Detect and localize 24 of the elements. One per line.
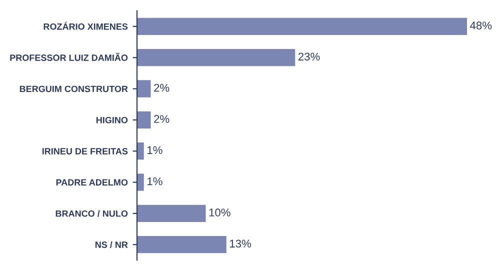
data-label: 2% xyxy=(154,115,170,123)
bar xyxy=(137,18,467,35)
y-tick-label: BRANCO / NULO xyxy=(56,210,128,217)
data-label: 1% xyxy=(148,177,162,186)
data-label: 23% xyxy=(298,52,320,61)
bar xyxy=(137,49,296,66)
y-tick-label: PROFESSOR LUIZ DAMIÃO xyxy=(10,52,128,61)
bar xyxy=(137,174,144,191)
bar xyxy=(137,236,226,254)
data-label: 2% xyxy=(154,84,170,92)
bar xyxy=(137,142,144,160)
y-tick-label: HIGINO xyxy=(96,116,128,124)
data-label: 48% xyxy=(470,22,492,30)
y-tick-label: ROZÁRIO XIMENES xyxy=(44,22,128,30)
bar xyxy=(137,111,151,128)
bar xyxy=(137,80,151,98)
y-tick-label: IRINEU DE FREITAS xyxy=(42,148,128,154)
y-tick-label: PADRE ADELMO xyxy=(56,179,128,186)
bar xyxy=(137,204,206,222)
y-tick-label: BERGUIM CONSTRUTOR xyxy=(20,86,128,92)
data-label: 13% xyxy=(230,240,251,248)
data-label: 1% xyxy=(148,146,162,154)
data-label: 10% xyxy=(209,208,230,216)
y-tick-label: NS / NR xyxy=(95,241,128,248)
